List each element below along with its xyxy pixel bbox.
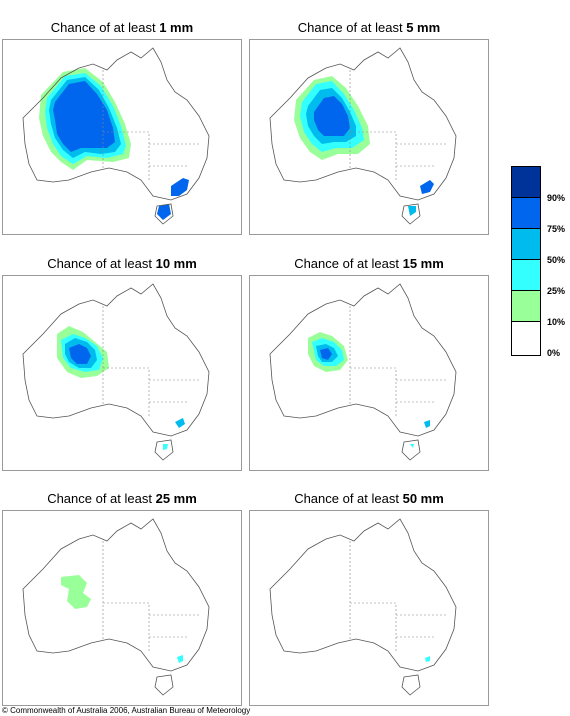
panel-title-1mm: Chance of at least 1 mm xyxy=(50,20,194,35)
rain-zone-se-coast xyxy=(175,418,185,428)
map-panel-15mm xyxy=(249,275,489,471)
rain-zone-se-coast xyxy=(424,420,430,428)
legend-swatch-0 xyxy=(512,322,540,353)
australia-coastline xyxy=(22,47,210,201)
legend-swatch-90 xyxy=(512,167,540,198)
panel-title-25mm: Chance of at least 25 mm xyxy=(47,491,197,506)
legend-swatch-50 xyxy=(512,229,540,260)
tasmania-outline xyxy=(401,439,421,461)
legend-swatch-10 xyxy=(512,291,540,322)
tasmania-outline xyxy=(154,674,174,696)
rain-zone-se-coast xyxy=(420,180,434,194)
tasmania-outline xyxy=(154,439,174,461)
rain-zone-75pct xyxy=(69,344,91,364)
tasmania-outline xyxy=(401,674,421,696)
rain-zone-75pct xyxy=(53,81,115,152)
state-borders xyxy=(102,541,199,651)
rain-zone-se-coast xyxy=(425,656,430,662)
tasmania-outline xyxy=(154,203,174,225)
legend-label-10: 10% xyxy=(547,317,566,327)
rain-zone-se-coast xyxy=(177,655,183,663)
rain-zone-75pct xyxy=(314,96,350,136)
panel-title-10mm: Chance of at least 10 mm xyxy=(47,256,197,271)
map-panel-50mm xyxy=(249,510,489,706)
legend-label-50: 50% xyxy=(547,255,566,265)
state-borders xyxy=(349,541,446,651)
legend-label-75: 75% xyxy=(547,224,566,234)
australia-coastline xyxy=(269,283,457,437)
australia-map-50mm xyxy=(269,518,457,696)
australia-coastline xyxy=(269,47,457,201)
map-panel-10mm xyxy=(2,275,242,471)
australia-map-25mm xyxy=(22,518,210,696)
australia-coastline xyxy=(22,283,210,437)
rain-zone-tasmania xyxy=(408,206,416,216)
state-borders xyxy=(102,306,199,416)
state-borders xyxy=(349,306,446,416)
australia-map-15mm xyxy=(269,283,457,461)
legend-label-25: 25% xyxy=(547,286,566,296)
legend-label-0: 0% xyxy=(547,348,561,358)
rain-zone-tasmania xyxy=(163,444,168,450)
rain-zone-10pct xyxy=(61,575,91,609)
rain-zone-75pct xyxy=(320,348,332,360)
legend-swatch-75 xyxy=(512,198,540,229)
panel-title-5mm: Chance of at least 5 mm xyxy=(297,20,441,35)
australia-map-10mm xyxy=(22,283,210,461)
state-borders xyxy=(349,70,446,180)
tasmania-outline xyxy=(401,203,421,225)
state-borders xyxy=(102,70,199,180)
legend-label-90: 90% xyxy=(547,193,566,203)
australia-coastline xyxy=(22,518,210,672)
panel-title-50mm: Chance of at least 50 mm xyxy=(294,491,444,506)
australia-map-1mm xyxy=(22,47,210,225)
map-panel-25mm xyxy=(2,510,242,706)
rain-zone-tasmania xyxy=(410,444,414,448)
australia-coastline xyxy=(269,518,457,672)
probability-legend xyxy=(511,166,541,356)
map-panel-5mm xyxy=(249,39,489,235)
rain-zone-se-coast xyxy=(171,178,189,196)
map-panel-1mm xyxy=(2,39,242,235)
copyright-notice: © Commonwealth of Australia 2006, Austra… xyxy=(2,706,251,715)
legend-swatch-25 xyxy=(512,260,540,291)
australia-map-5mm xyxy=(269,47,457,225)
panel-title-15mm: Chance of at least 15 mm xyxy=(294,256,444,271)
rain-zone-tasmania xyxy=(157,204,171,220)
